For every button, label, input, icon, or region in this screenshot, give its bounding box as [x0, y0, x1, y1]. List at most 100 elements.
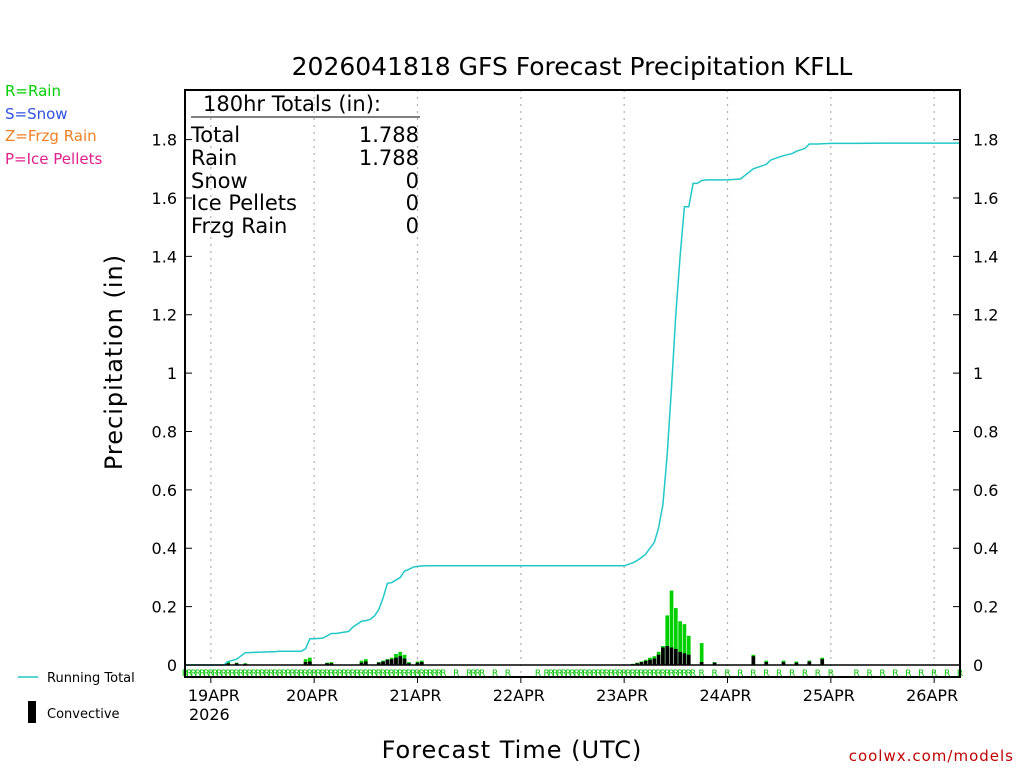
precip-type-marker: R	[328, 669, 334, 679]
totals-value-snow: 0	[406, 169, 419, 193]
convective-bar	[234, 663, 239, 665]
precip-type-marker: R	[225, 669, 231, 679]
precip-type-marker: R	[690, 669, 696, 679]
x-tick-label: 19APR	[188, 686, 240, 705]
precip-type-marker: R	[354, 669, 360, 679]
convective-bar	[381, 661, 385, 665]
convective-bar	[807, 661, 812, 665]
totals-box: 180hr Totals (in): Total 1.788 Rain 1.78…	[190, 92, 420, 238]
plot-frame	[184, 89, 961, 678]
precip-type-marker: R	[612, 669, 618, 679]
precip-type-marker: R	[277, 669, 283, 679]
rain-bar	[678, 621, 682, 665]
precip-type-marker: R	[203, 669, 209, 679]
precip-type-marker: R	[789, 669, 795, 679]
convective-bar	[376, 662, 381, 665]
precip-type-marker: R	[242, 669, 248, 679]
precip-type-marker: R	[436, 669, 442, 679]
rain-bar	[669, 590, 674, 665]
precip-type-markers: RRRRRRRRRRRRRRRRRRRRRRRRRRRRRRRRRRRRRRRR…	[182, 669, 963, 679]
convective-key-label: Convective	[47, 707, 120, 722]
y-tick-label-right: 1.4	[973, 247, 998, 266]
rain-bar	[665, 615, 670, 665]
y-tick-label-right: 0	[973, 656, 983, 675]
precip-type-legend: R=Rain S=Snow Z=Frzg Rain P=Ice Pellets	[5, 82, 102, 168]
y-tick-label: 1.8	[152, 131, 177, 150]
precip-type-marker: R	[561, 669, 567, 679]
precip-type-marker: R	[376, 669, 382, 679]
precip-type-marker: R	[617, 669, 623, 679]
convective-bar	[699, 662, 704, 665]
precip-type-marker: R	[664, 669, 670, 679]
convective-bar	[389, 659, 394, 665]
precip-type-marker: R	[677, 669, 683, 679]
precip-type-marker: R	[548, 669, 554, 679]
x-tick-label: 25APR	[803, 686, 855, 705]
precip-type-marker: R	[380, 669, 386, 679]
precip-type-marker: R	[556, 669, 562, 679]
precip-type-marker: R	[505, 669, 511, 679]
precip-type-marker: R	[246, 669, 252, 679]
rain-bar	[303, 659, 308, 665]
precip-type-marker: R	[350, 669, 356, 679]
x-tick-label: 24APR	[699, 686, 751, 705]
x-tick-label: 20APR	[286, 686, 338, 705]
precip-type-marker: R	[552, 669, 558, 679]
precip-type-marker: R	[212, 669, 218, 679]
precip-type-marker: R	[221, 669, 227, 679]
y-tick-label: 1	[167, 364, 177, 383]
totals-label-ice-pellets: Ice Pellets	[191, 191, 297, 215]
precip-type-marker: R	[414, 669, 420, 679]
convective-bar	[303, 662, 308, 665]
precip-type-marker: R	[320, 669, 326, 679]
y-axis-label: Precipitation (in)	[100, 254, 128, 470]
precip-type-marker: R	[389, 669, 395, 679]
precip-type-marker: R	[453, 669, 459, 679]
precip-type-marker: R	[229, 669, 235, 679]
convective-bar	[398, 656, 403, 665]
y-tick-label: 0.6	[152, 481, 177, 500]
precip-type-marker: R	[406, 669, 412, 679]
precip-type-marker: R	[591, 669, 597, 679]
site-credit[interactable]: coolwx.com/models	[849, 747, 1014, 765]
precip-type-marker: R	[307, 669, 313, 679]
precip-type-marker: R	[294, 669, 300, 679]
y-tick-label: 1.6	[152, 189, 177, 208]
precip-type-marker: R	[763, 669, 769, 679]
convective-bar	[364, 661, 368, 665]
convective-bar	[656, 654, 661, 665]
precip-type-marker: R	[333, 669, 339, 679]
y-tick-label-right: 0.2	[973, 598, 998, 617]
convective-bar	[308, 661, 312, 665]
convective-bar	[665, 646, 670, 665]
precip-type-marker: R	[410, 669, 416, 679]
chart-title: 2026041818 GFS Forecast Precipitation KF…	[292, 52, 853, 81]
precip-type-marker: R	[466, 669, 472, 679]
y-axis-ticks: 0 00.2 0.20.4 0.40.6 0.60.8 0.81 11.2 1.21.4 1.4…	[152, 131, 999, 675]
convective-bar	[407, 663, 411, 665]
precip-type-marker: R	[345, 669, 351, 679]
precip-type-marker: R	[600, 669, 606, 679]
precip-type-marker: R	[828, 669, 834, 679]
y-tick-label: 1.4	[152, 247, 177, 266]
precip-type-marker: R	[337, 669, 343, 679]
precip-type-marker: R	[186, 669, 192, 679]
precip-type-marker: R	[384, 669, 390, 679]
convective-bar	[781, 662, 786, 665]
precip-type-marker: R	[479, 669, 485, 679]
x-tick-label: 21APR	[389, 686, 441, 705]
precip-type-marker: R	[324, 669, 330, 679]
convective-bar	[415, 662, 420, 665]
legend-ice-pellets: P=Ice Pellets	[5, 150, 102, 168]
convective-swatch	[28, 701, 36, 723]
gridlines	[210, 90, 935, 677]
precip-type-marker: R	[432, 669, 438, 679]
x-axis-label: Forecast Time (UTC)	[382, 736, 643, 764]
precip-type-marker: R	[285, 669, 291, 679]
precip-type-marker: R	[255, 669, 261, 679]
bar-series	[226, 590, 825, 665]
convective-bar	[325, 663, 329, 665]
precip-type-marker: R	[574, 669, 580, 679]
convective-bar	[820, 659, 825, 665]
precip-type-marker: R	[655, 669, 661, 679]
